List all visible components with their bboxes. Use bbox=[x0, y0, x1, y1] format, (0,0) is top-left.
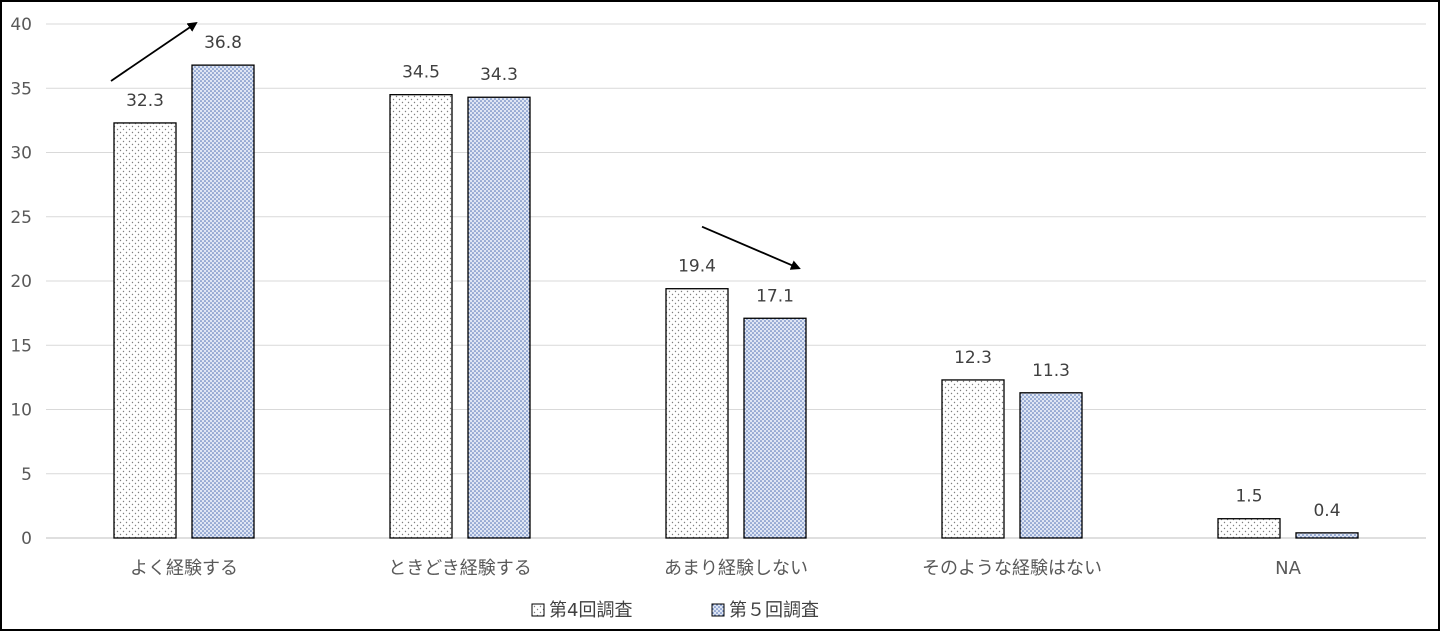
bar-series2 bbox=[1295, 532, 1359, 539]
bar-series1 bbox=[389, 94, 453, 539]
data-label: 1.5 bbox=[1235, 487, 1262, 507]
bar-series1 bbox=[665, 288, 729, 539]
category-label: ときどき経験する bbox=[388, 558, 531, 579]
bar-series2 bbox=[191, 64, 255, 539]
y-tick-label: 40 bbox=[10, 15, 32, 35]
category-label: よく経験する bbox=[130, 558, 238, 579]
y-tick-label: 30 bbox=[10, 144, 32, 164]
bar-series2 bbox=[1019, 392, 1083, 539]
y-tick-label: 35 bbox=[10, 79, 32, 99]
y-tick-label: 0 bbox=[21, 529, 32, 549]
legend-swatch bbox=[711, 603, 725, 617]
legend-swatch bbox=[531, 603, 545, 617]
category-label: そのような経験はない bbox=[922, 558, 1102, 579]
bar-series2 bbox=[467, 96, 531, 539]
trend-arrow-down bbox=[701, 225, 801, 270]
bars bbox=[113, 64, 1359, 539]
data-label: 12.3 bbox=[954, 348, 992, 368]
y-axis: 0 5 10 15 20 25 30 35 40 bbox=[10, 15, 32, 549]
data-label: 34.3 bbox=[480, 65, 518, 85]
category-label: あまり経験しない bbox=[664, 558, 808, 579]
gridlines bbox=[46, 23, 1426, 539]
x-axis: よく経験する ときどき経験する あまり経験しない そのような経験はない NA bbox=[130, 558, 1302, 579]
y-tick-label: 10 bbox=[10, 401, 32, 421]
bar-series1 bbox=[941, 379, 1005, 539]
y-tick-label: 15 bbox=[10, 336, 32, 356]
legend: 第4回調査 第５回調査 bbox=[531, 600, 819, 621]
data-label: 19.4 bbox=[678, 257, 716, 277]
data-label: 11.3 bbox=[1032, 361, 1070, 381]
legend-label: 第５回調査 bbox=[729, 600, 819, 621]
bar-series1 bbox=[113, 122, 177, 539]
annotations bbox=[110, 21, 801, 270]
trend-arrow-up bbox=[110, 21, 198, 82]
legend-label: 第4回調査 bbox=[549, 600, 632, 621]
y-tick-label: 20 bbox=[10, 272, 32, 292]
data-label: 34.5 bbox=[402, 63, 440, 83]
bar-series2 bbox=[743, 317, 807, 539]
data-labels: 32.3 36.8 34.5 34.3 19.4 17.1 12.3 11.3 1.5 0.4 bbox=[126, 33, 1340, 521]
y-tick-label: 25 bbox=[10, 208, 32, 228]
data-label: 36.8 bbox=[204, 33, 242, 53]
data-label: 0.4 bbox=[1313, 501, 1340, 521]
data-label: 17.1 bbox=[756, 286, 794, 306]
data-label: 32.3 bbox=[126, 91, 164, 111]
category-label: NA bbox=[1275, 558, 1301, 579]
y-tick-label: 5 bbox=[21, 465, 32, 485]
bar-series1 bbox=[1217, 518, 1281, 539]
